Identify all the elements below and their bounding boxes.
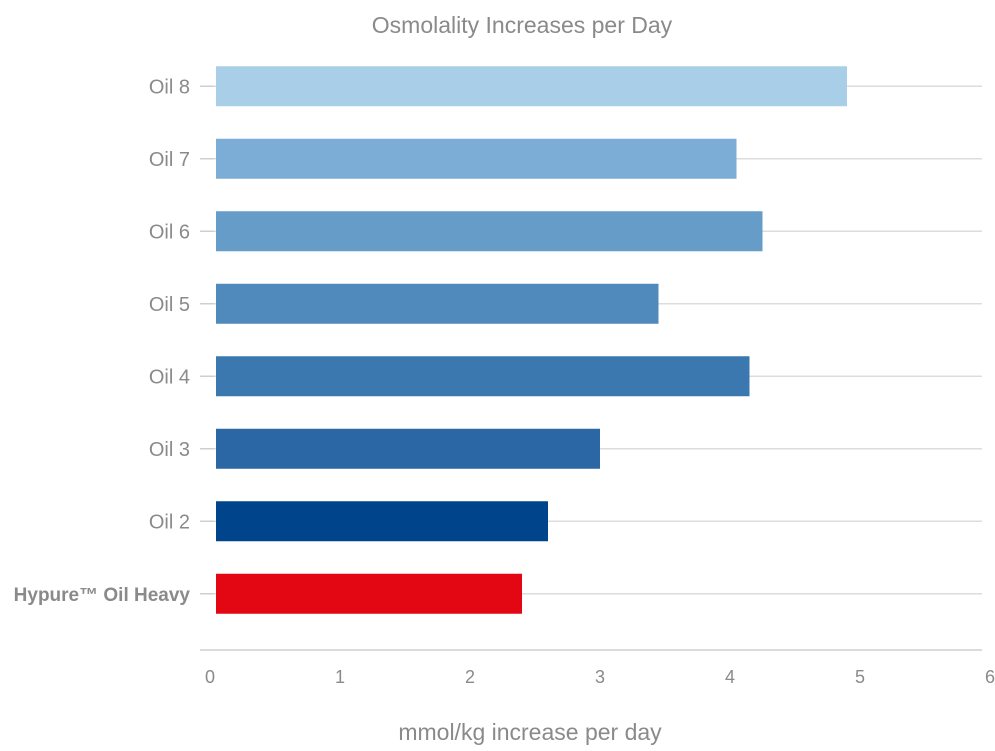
bar bbox=[216, 428, 600, 469]
x-axis-label: mmol/kg increase per day bbox=[398, 719, 662, 745]
bar bbox=[216, 283, 659, 324]
bar bbox=[216, 573, 522, 614]
y-tick-label: Oil 8 bbox=[149, 76, 190, 98]
bar bbox=[216, 211, 763, 252]
chart-title: Osmolality Increases per Day bbox=[372, 12, 673, 38]
x-tick-label: 4 bbox=[725, 667, 735, 687]
y-tick-label: Hypure™ Oil Heavy bbox=[14, 585, 191, 606]
x-tick-label: 1 bbox=[335, 667, 345, 687]
x-tick-label: 0 bbox=[205, 667, 215, 687]
y-tick-label: Oil 5 bbox=[149, 294, 190, 316]
bar bbox=[216, 138, 737, 179]
x-tick-label: 5 bbox=[855, 667, 865, 687]
x-tick-label: 2 bbox=[465, 667, 475, 687]
y-tick-label: Oil 3 bbox=[149, 439, 190, 461]
x-tick-label: 3 bbox=[595, 667, 605, 687]
y-tick-label: Oil 7 bbox=[149, 149, 190, 171]
bar bbox=[216, 501, 548, 542]
y-tick-label: Oil 4 bbox=[149, 366, 190, 388]
bar bbox=[216, 356, 750, 397]
y-tick-label: Oil 6 bbox=[149, 221, 190, 243]
y-tick-label: Oil 2 bbox=[149, 511, 190, 533]
bar bbox=[216, 66, 847, 107]
x-tick-label: 6 bbox=[985, 667, 995, 687]
